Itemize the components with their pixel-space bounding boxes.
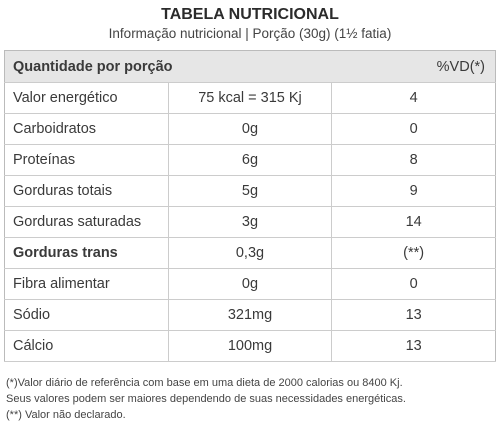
cell: 3g (167, 206, 332, 238)
footnote: (*)Valor diário de referência com base e… (6, 377, 403, 389)
cell: 0 (331, 113, 496, 145)
cell: Fibra alimentar (4, 268, 169, 300)
cell: 14 (331, 206, 496, 238)
header-cell: Quantidade por porção (4, 50, 332, 83)
header-cell: %VD(*) (331, 50, 496, 83)
nutrition-table: Quantidade por porção %VD(*) Valor energ… (4, 50, 496, 362)
row: Gorduras trans 0,3g (**) (4, 237, 496, 269)
cell: 13 (331, 299, 496, 331)
subtitle: Informação nutricional | Porção (30g) (1… (108, 26, 392, 41)
cell: Gorduras trans (4, 237, 169, 269)
cell: 75 kcal = 315 Kj (167, 82, 332, 114)
cell: Gorduras totais (4, 175, 169, 207)
cell: 13 (331, 330, 496, 362)
cell: Sódio (4, 299, 169, 331)
row: Sódio 321mg 13 (4, 299, 496, 331)
cell: 0g (167, 268, 332, 300)
header-row: Quantidade por porção %VD(*) (4, 50, 496, 83)
row: Carboidratos 0g 0 (4, 113, 496, 145)
cell: Carboidratos (4, 113, 169, 145)
cell: Proteínas (4, 144, 169, 176)
cell: 6g (167, 144, 332, 176)
footnote: Seus valores podem ser maiores dependend… (6, 393, 406, 405)
cell: 0g (167, 113, 332, 145)
footnotes: (*)Valor diário de referência com base e… (6, 375, 406, 423)
cell: 100mg (167, 330, 332, 362)
row: Cálcio 100mg 13 (4, 330, 496, 362)
cell: 321mg (167, 299, 332, 331)
cell: 4 (331, 82, 496, 114)
row: Gorduras saturadas 3g 14 (4, 206, 496, 238)
cell: 0 (331, 268, 496, 300)
cell: Gorduras saturadas (4, 206, 169, 238)
cell: 8 (331, 144, 496, 176)
cell: 9 (331, 175, 496, 207)
row: Fibra alimentar 0g 0 (4, 268, 496, 300)
row: Gorduras totais 5g 9 (4, 175, 496, 207)
cell: 5g (167, 175, 332, 207)
cell: (**) (331, 237, 496, 269)
cell: 0,3g (167, 237, 332, 269)
title: TABELA NUTRICIONAL (161, 6, 339, 23)
cell: Cálcio (4, 330, 169, 362)
footnote: (**) Valor não declarado. (6, 409, 126, 421)
cell: Valor energético (4, 82, 169, 114)
row: Proteínas 6g 8 (4, 144, 496, 176)
row: Valor energético 75 kcal = 315 Kj 4 (4, 82, 496, 114)
